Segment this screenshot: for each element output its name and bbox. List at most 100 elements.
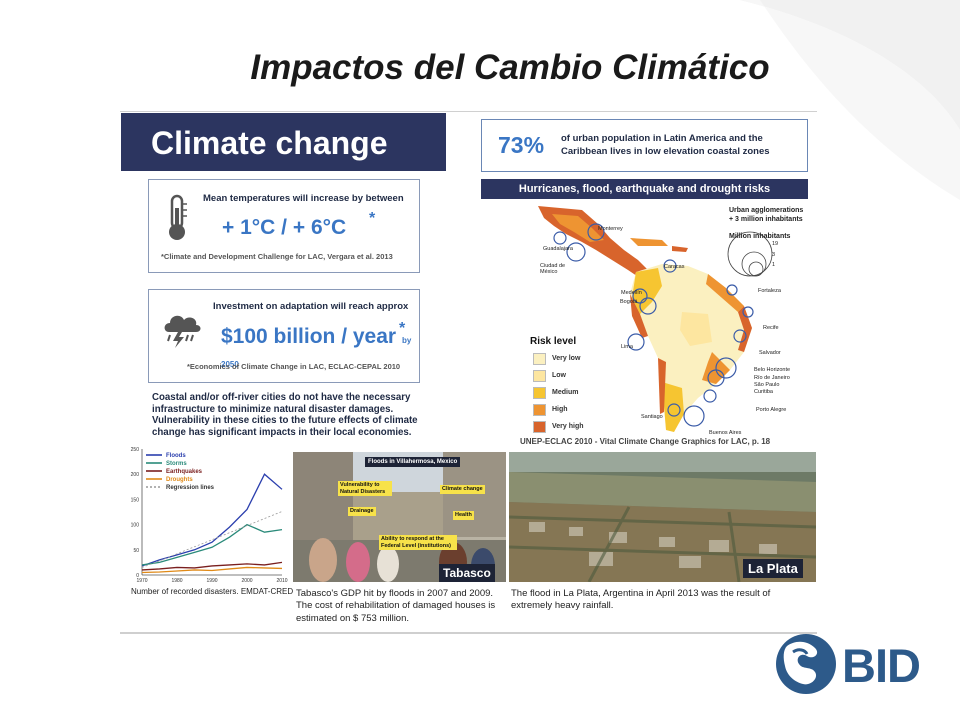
risk-map-source: UNEP-ECLAC 2010 - Vital Climate Change G…: [520, 437, 771, 446]
y-tick-label: 150: [131, 497, 140, 503]
investment-suffix: by 2050: [221, 336, 412, 369]
tabasco-tag: Ability to respond at the Federal Level …: [379, 535, 457, 550]
million-value: 1: [772, 262, 776, 268]
tabasco-tag: Health: [453, 511, 474, 520]
laplata-photo: La Plata: [509, 452, 816, 582]
investment-box: Investment on adaptation will reach appr…: [148, 289, 420, 383]
frame-bottom-line: [120, 632, 817, 634]
legend-label: Low: [552, 372, 566, 379]
temperature-asterisk: *: [369, 210, 376, 227]
legend-label: Droughts: [166, 477, 193, 483]
series-line-earthquakes: [141, 561, 283, 571]
million-value: 19: [772, 241, 779, 247]
legend-very-high: Very high: [533, 421, 623, 435]
legend-swatch: [533, 353, 546, 365]
city-label: Caracas: [664, 264, 685, 270]
legend-label: Regression lines: [166, 485, 215, 491]
legend-label: Earthquakes: [166, 469, 203, 475]
investment-heading: Investment on adaptation will reach appr…: [213, 301, 409, 312]
legend-very-low: Very low: [533, 353, 623, 367]
investment-source: *Economics of Climate Change in LAC, ECL…: [187, 362, 401, 371]
y-tick-label: 0: [136, 573, 139, 579]
city-label: Bogotá: [620, 299, 638, 305]
risk-map-banner: Hurricanes, flood, earthquake and drough…: [481, 179, 808, 199]
legend-medium: Medium: [533, 387, 623, 401]
legend-label: Floods: [166, 453, 186, 459]
investment-value-line: $100 billion / year by 2050: [221, 325, 419, 373]
tabasco-photo-image: [293, 452, 506, 582]
million-value: 3: [772, 252, 776, 258]
legend-swatch: [533, 404, 546, 416]
y-tick-label: 200: [131, 472, 140, 478]
city-label: Porto Alegre: [756, 407, 787, 413]
city-label: Buenos Aires: [709, 430, 742, 436]
temperature-heading: Mean temperatures will increase by betwe…: [203, 193, 404, 204]
legend-label: Storms: [166, 461, 187, 467]
legend-label: Medium: [552, 389, 579, 396]
disasters-chart: 0 50 100 150 200 250 1970 1980 1990 2000 2010 Flood…: [120, 443, 288, 585]
city-label: Monterrey: [598, 226, 623, 232]
legend-low: Low: [533, 370, 623, 384]
temperature-box: Mean temperatures will increase by betwe…: [148, 179, 420, 273]
city-label: Guadalajara: [543, 246, 573, 252]
x-tick-label: 1980: [171, 578, 182, 584]
bid-logo-globe-icon: [776, 634, 836, 694]
x-tick-label: 2000: [241, 578, 252, 584]
city-label: Curitiba: [754, 389, 773, 395]
city-label: Fortaleza: [758, 288, 781, 294]
tabasco-tag: Vulnerability to Natural Disasters: [338, 481, 392, 496]
y-tick-label: 250: [131, 447, 140, 453]
city-label: Lima: [621, 344, 633, 350]
legend-label: Very high: [552, 423, 584, 430]
city-label: Medellín: [621, 290, 642, 296]
city-label: Salvador: [759, 350, 781, 356]
tabasco-tag: Drainage: [348, 507, 376, 516]
series-line-droughts: [141, 566, 283, 574]
city-label: Recife: [763, 325, 779, 331]
x-tick-label: 2010: [276, 578, 287, 584]
legend-high: High: [533, 404, 623, 418]
laplata-label: La Plata: [743, 559, 803, 578]
climate-change-banner: Climate change: [121, 113, 446, 171]
urban-text: of urban population in Latin America and…: [561, 133, 770, 157]
investment-asterisk: *: [399, 320, 406, 337]
bid-logo-text: BID: [842, 639, 921, 692]
tabasco-label: Tabasco: [439, 564, 495, 582]
legend-label: Very low: [552, 355, 581, 362]
x-tick-label: 1970: [136, 578, 147, 584]
tabasco-tag: Climate change: [440, 485, 485, 494]
legend-label: High: [552, 406, 568, 413]
urban-agglomerations-title: Urban agglomerations + 3 million inhabit…: [729, 207, 804, 223]
disasters-chart-caption: Number of recorded disasters. EMDAT-CRED: [131, 587, 294, 596]
coastal-cities-note: Coastal and/or off-river cities do not h…: [152, 392, 418, 438]
urban-percent: 73%: [498, 132, 545, 158]
frame-top-line: [120, 111, 817, 112]
laplata-caption: The flood in La Plata, Argentina in Apri…: [511, 588, 771, 612]
y-tick-label: 50: [133, 548, 139, 554]
tabasco-header: Floods in Villahermosa, Mexico: [365, 457, 461, 467]
urban-population-box: 73% of urban population in Latin America…: [481, 119, 808, 172]
city-label: Belo Horizonte: [754, 367, 791, 373]
temperature-source: *Climate and Development Challenge for L…: [161, 252, 393, 261]
risk-legend-title: Risk level: [530, 336, 577, 347]
laplata-photo-image: [509, 452, 816, 582]
storm-cloud-icon: [164, 315, 201, 348]
investment-value: $100 billion / year: [221, 325, 397, 348]
tabasco-photo: Floods in Villahermosa, Mexico Vulnerabi…: [293, 452, 506, 582]
thermometer-icon: [169, 194, 187, 240]
y-tick-label: 100: [131, 523, 140, 529]
temperature-value: + 1°C / + 6°C: [222, 216, 347, 239]
legend-swatch: [533, 421, 546, 433]
tabasco-caption: Tabasco's GDP hit by floods in 2007 and …: [296, 588, 496, 624]
risk-map: [512, 202, 810, 437]
legend-swatch: [533, 370, 546, 382]
city-label: Río de Janeiro: [754, 375, 790, 381]
million-inhabitants-title: Million inhabitants: [729, 233, 791, 240]
city-label: Ciudad de México: [540, 263, 566, 275]
city-label: São Paulo: [754, 382, 780, 388]
series-line-storms: [141, 523, 283, 566]
legend-swatch: [533, 387, 546, 399]
series-line-regression-lines: [141, 511, 283, 568]
x-tick-label: 1990: [206, 578, 217, 584]
